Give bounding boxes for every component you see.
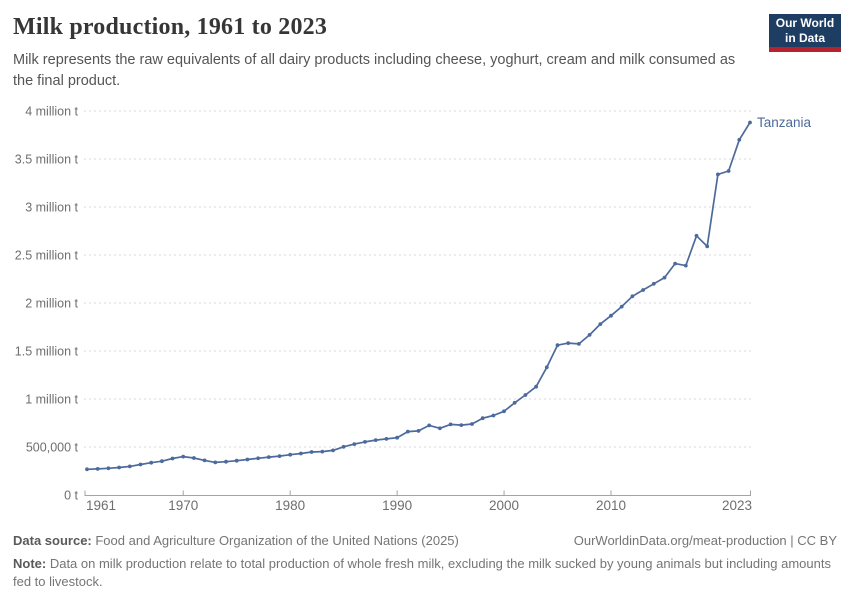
data-point[interactable] (716, 172, 720, 177)
data-point[interactable] (544, 365, 549, 370)
data-point[interactable] (149, 460, 154, 465)
y-tick-label: 500,000 t (26, 441, 79, 455)
chart-note-label: Note: (13, 555, 47, 571)
x-tick-label: 2023 (722, 498, 752, 513)
data-point[interactable] (448, 422, 453, 427)
y-tick-label: 1.5 million t (15, 345, 79, 359)
data-point[interactable] (502, 409, 506, 414)
data-point[interactable] (566, 341, 571, 345)
data-point[interactable] (609, 313, 613, 318)
data-point[interactable] (127, 464, 132, 469)
data-point[interactable] (299, 451, 303, 456)
chart-footer: Data source: Food and Agriculture Organi… (13, 532, 837, 591)
chart-note-text: Data on milk production relate to total … (13, 555, 831, 589)
data-point[interactable] (85, 467, 89, 472)
data-point[interactable] (266, 455, 271, 459)
data-point[interactable] (598, 322, 603, 326)
x-tick-label: 1961 (86, 498, 116, 513)
data-point[interactable] (555, 343, 560, 348)
data-point[interactable] (641, 288, 645, 292)
data-point[interactable] (170, 456, 175, 461)
data-point[interactable] (341, 444, 346, 449)
owid-logo[interactable]: Our World in Data (769, 14, 841, 52)
data-point[interactable] (523, 393, 528, 397)
data-point[interactable] (705, 244, 710, 249)
chart-title: Milk production, 1961 to 2023 (13, 14, 328, 40)
data-point[interactable] (395, 435, 399, 440)
y-tick-label: 2.5 million t (15, 249, 79, 263)
data-point[interactable] (480, 416, 485, 421)
data-point[interactable] (587, 333, 592, 337)
data-point[interactable] (309, 450, 314, 454)
y-tick-label: 2 million t (25, 297, 78, 311)
owid-logo-line2: in Data (784, 30, 825, 45)
x-tick-label: 1980 (275, 498, 305, 513)
data-point[interactable] (95, 467, 100, 471)
y-tick-label: 0 t (64, 489, 78, 503)
data-point[interactable] (459, 423, 464, 427)
data-point[interactable] (160, 459, 164, 464)
data-point[interactable] (694, 233, 699, 238)
attribution-link[interactable]: OurWorldinData.org/meat-production | CC … (573, 533, 837, 548)
chart-subtitle: Milk represents the raw equivalents of a… (13, 52, 736, 89)
y-tick-label: 3 million t (25, 201, 78, 215)
data-point[interactable] (256, 456, 260, 461)
data-point[interactable] (213, 460, 218, 465)
data-source-label: Data source: (13, 533, 92, 548)
data-point[interactable] (138, 462, 143, 467)
owid-logo-line1: Our World (775, 15, 835, 30)
data-point[interactable] (331, 448, 335, 453)
data-point[interactable] (277, 454, 282, 458)
data-point[interactable] (405, 429, 410, 434)
data-point[interactable] (651, 281, 656, 286)
data-point[interactable] (245, 457, 250, 462)
y-tick-label: 4 million t (25, 105, 78, 119)
data-point[interactable] (202, 458, 207, 463)
data-point[interactable] (630, 294, 635, 299)
series-tanzania[interactable] (85, 120, 752, 472)
data-point[interactable] (384, 437, 389, 441)
x-tick-label: 2010 (596, 498, 626, 513)
data-point[interactable] (737, 137, 742, 142)
owid-logo-text: Our World in Data (769, 14, 841, 47)
data-point[interactable] (234, 458, 239, 463)
data-point[interactable] (438, 426, 442, 431)
data-point[interactable] (619, 304, 624, 309)
data-point[interactable] (181, 454, 186, 459)
data-point[interactable] (224, 459, 228, 464)
data-point[interactable] (683, 263, 688, 268)
data-point[interactable] (106, 466, 111, 471)
data-point[interactable] (491, 413, 496, 418)
data-point[interactable] (726, 169, 731, 173)
data-point[interactable] (363, 440, 367, 444)
data-point[interactable] (373, 438, 378, 442)
data-point[interactable] (320, 449, 325, 454)
x-tick-label: 2000 (489, 498, 519, 513)
data-point[interactable] (192, 456, 196, 460)
data-point[interactable] (117, 465, 121, 470)
data-point[interactable] (427, 423, 432, 428)
y-tick-label: 3.5 million t (15, 153, 79, 167)
data-point[interactable] (470, 422, 474, 426)
data-source: Data source: Food and Agriculture Organi… (13, 532, 459, 550)
data-point[interactable] (416, 429, 421, 433)
chart-note: Note: Data on milk production relate to … (13, 555, 837, 591)
owid-logo-redbar (769, 47, 841, 52)
y-tick-label: 1 million t (25, 393, 78, 407)
x-tick-label: 1990 (382, 498, 412, 513)
data-point[interactable] (748, 120, 752, 125)
data-point[interactable] (662, 275, 667, 280)
data-point[interactable] (352, 442, 357, 446)
x-tick-label: 1970 (168, 498, 198, 513)
data-point[interactable] (534, 384, 538, 389)
data-point[interactable] (577, 342, 581, 346)
entity-label-tanzania[interactable]: Tanzania (757, 115, 812, 130)
data-source-text: Food and Agriculture Organization of the… (91, 533, 459, 548)
data-point[interactable] (512, 400, 517, 405)
series-line[interactable] (86, 121, 751, 471)
data-point[interactable] (288, 452, 293, 457)
data-point[interactable] (673, 261, 677, 266)
